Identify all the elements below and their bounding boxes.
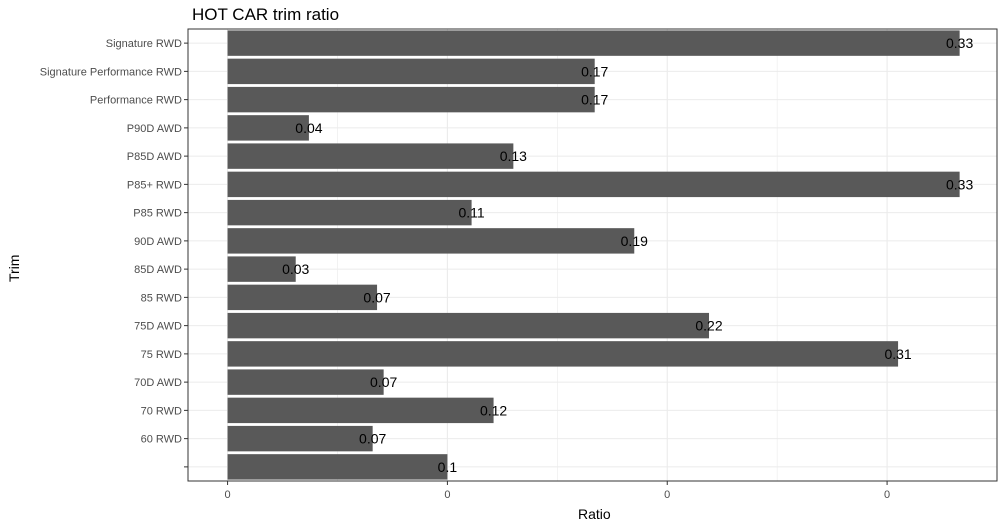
bar xyxy=(227,86,595,113)
y-tick-label: Performance RWD xyxy=(90,95,182,107)
y-tick-label: P85+ RWD xyxy=(127,179,182,191)
x-tick-label: 0 xyxy=(444,489,450,501)
y-tick-label: 90D AWD xyxy=(134,236,182,248)
x-axis-title: Ratio xyxy=(578,506,611,522)
data-label: 0.07 xyxy=(370,374,397,390)
x-tick-label: 0 xyxy=(664,489,670,501)
data-label: 0.17 xyxy=(581,92,608,108)
data-label: 0.12 xyxy=(480,402,507,418)
y-tick-label: 60 RWD xyxy=(141,434,182,446)
y-tick-label: 70D AWD xyxy=(134,377,182,389)
y-tick-label: 85 RWD xyxy=(141,292,182,304)
y-tick-label: 75 RWD xyxy=(141,349,182,361)
data-label: 0.19 xyxy=(621,233,648,249)
data-label: 0.03 xyxy=(282,261,309,277)
y-tick-label: Signature RWD xyxy=(106,38,182,50)
bar xyxy=(227,228,635,254)
bar xyxy=(227,369,384,395)
bar xyxy=(227,115,309,141)
bar xyxy=(227,284,378,311)
bar xyxy=(227,454,448,480)
bar xyxy=(227,397,494,424)
y-tick-label: 70 RWD xyxy=(141,405,182,417)
data-label: 0.11 xyxy=(458,205,484,221)
bar xyxy=(227,171,960,198)
data-label: 0.22 xyxy=(695,318,722,334)
bar-layer xyxy=(227,30,960,480)
data-label: 0.17 xyxy=(581,63,608,79)
chart-title: HOT CAR trim ratio xyxy=(192,5,340,24)
bar xyxy=(227,143,514,169)
y-tick-label: Signature Performance RWD xyxy=(40,66,182,78)
data-label: 0.1 xyxy=(438,459,458,475)
data-label-layer: 0.33 0.17 0.17 0.04 0.13 0.33 0.11 0.19 0.03 0.07… xyxy=(282,35,973,475)
panel-border xyxy=(187,28,998,482)
data-label: 0.07 xyxy=(359,431,386,447)
bar xyxy=(227,30,960,56)
bar xyxy=(227,312,710,339)
axis-layer: Signature RWD Signature Performance RWD Pe… xyxy=(40,28,998,501)
data-label: 0.33 xyxy=(946,35,973,51)
y-tick-label: P85D AWD xyxy=(127,151,182,163)
data-label: 0.04 xyxy=(295,120,322,136)
data-label: 0.31 xyxy=(884,346,911,362)
data-label: 0.13 xyxy=(500,148,527,164)
y-tick-label: P85 RWD xyxy=(133,208,182,220)
bar xyxy=(227,341,899,367)
data-label: 0.07 xyxy=(363,289,390,305)
y-tick-label: P90D AWD xyxy=(127,123,182,135)
bar xyxy=(227,199,472,226)
bar xyxy=(227,256,296,282)
data-label: 0.33 xyxy=(946,176,973,192)
y-tick-label: 75D AWD xyxy=(134,321,182,333)
bar xyxy=(227,58,595,85)
y-tick-label: 85D AWD xyxy=(134,264,182,276)
x-tick-label: 0 xyxy=(225,489,231,501)
bar xyxy=(227,425,373,452)
x-tick-label: 0 xyxy=(884,489,890,501)
